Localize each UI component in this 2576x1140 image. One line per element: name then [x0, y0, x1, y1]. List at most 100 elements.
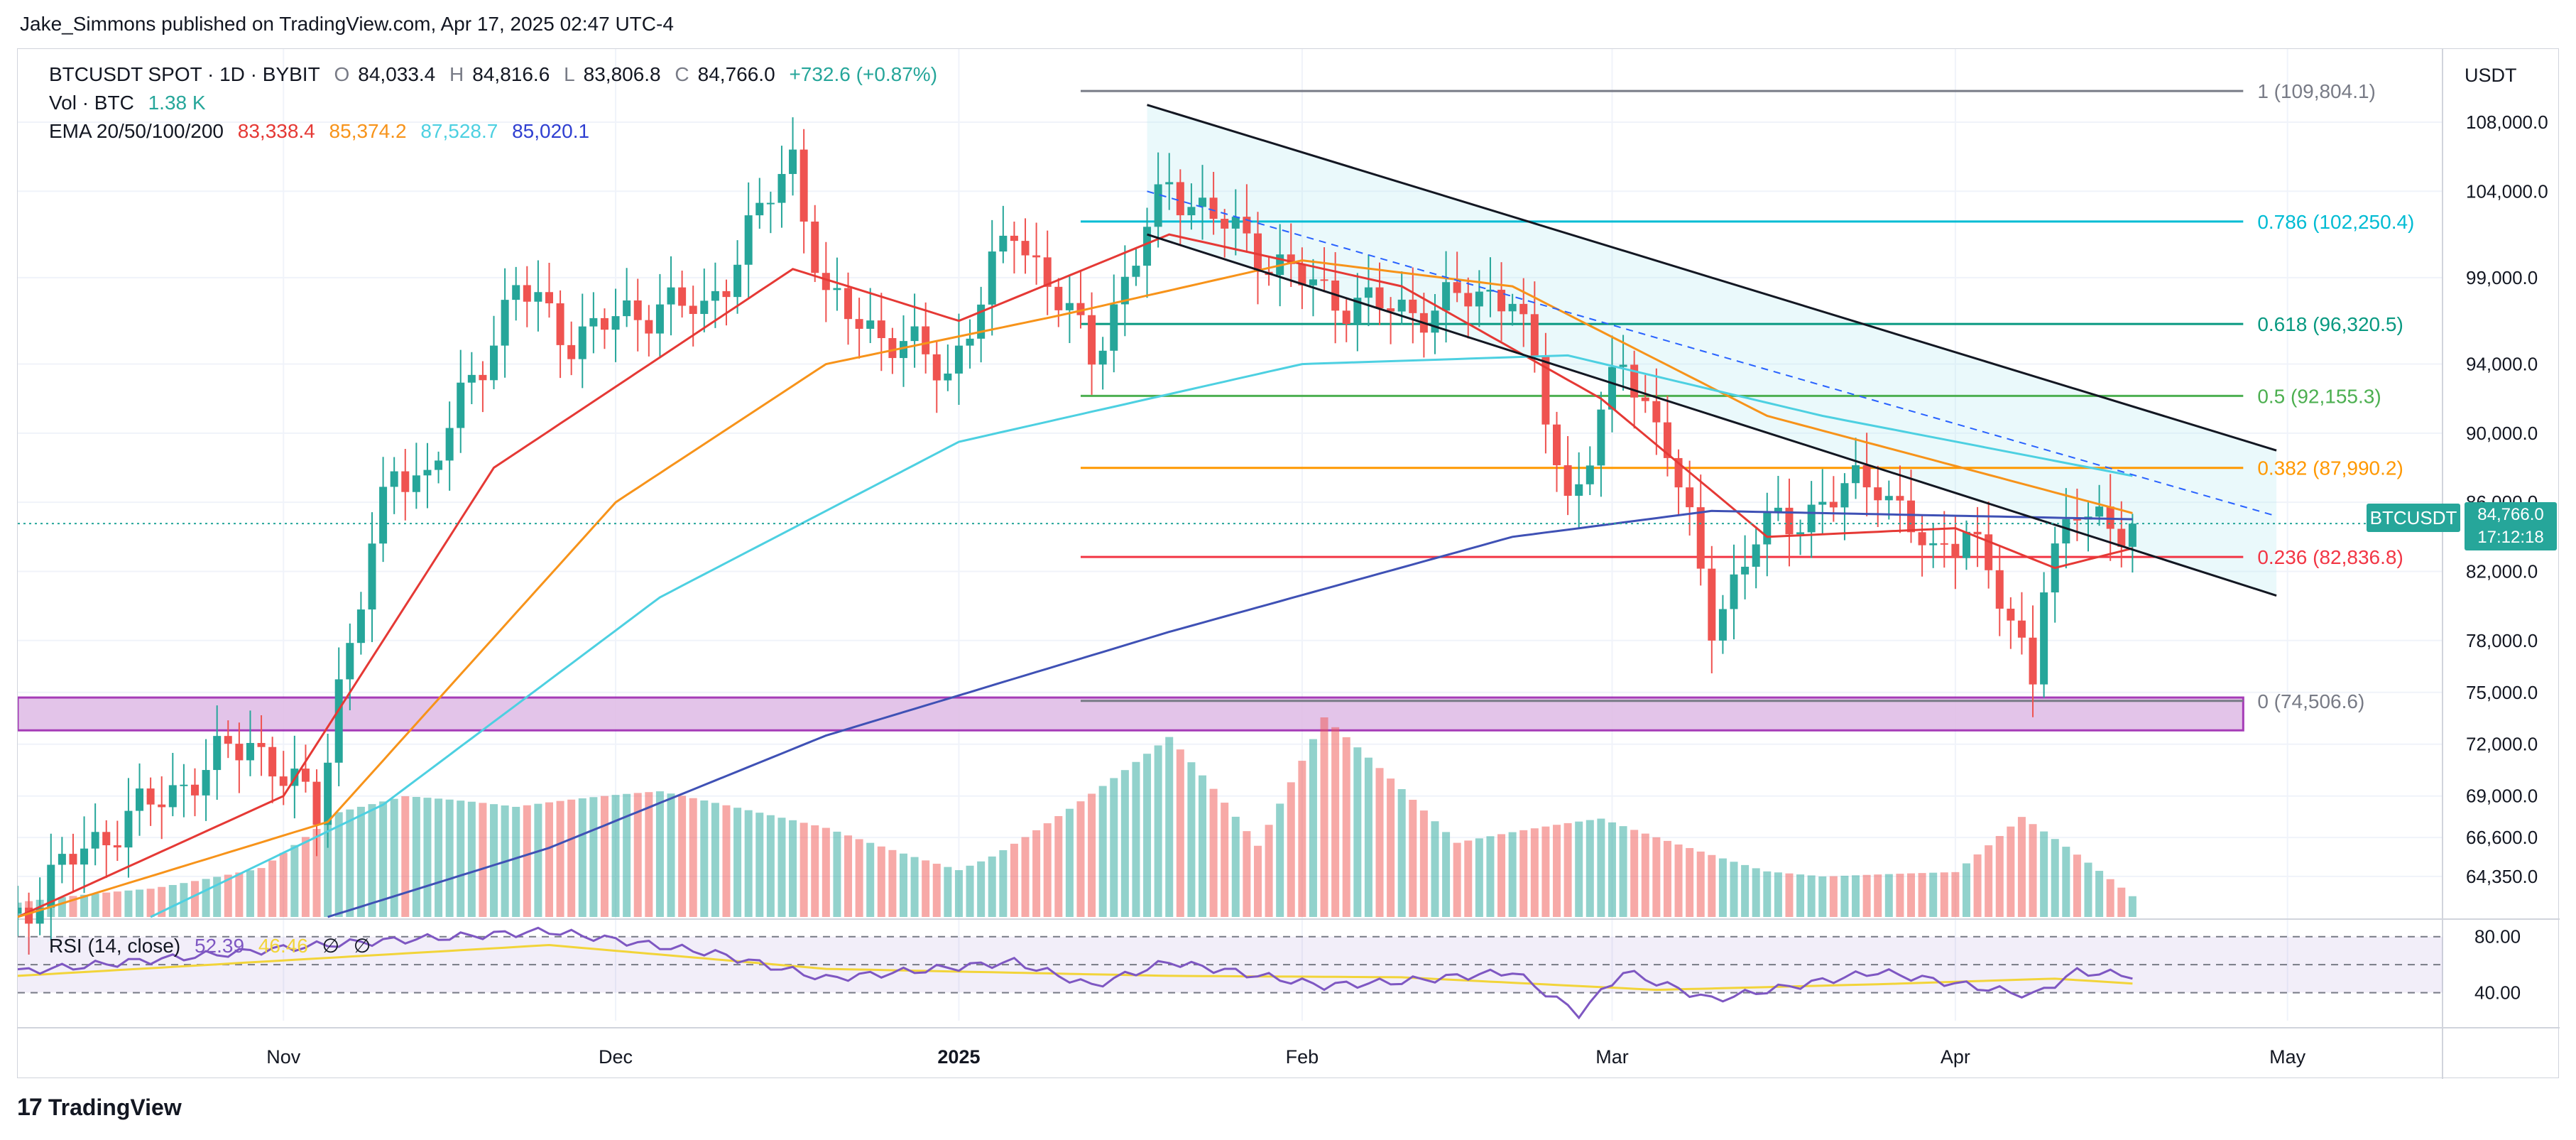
volume-bar: [1453, 842, 1461, 917]
candle-body: [944, 373, 952, 381]
legend-c-label: C: [675, 63, 689, 85]
candle-body: [1708, 568, 1716, 641]
rsi-tick-label: 40.00: [2474, 982, 2521, 1004]
candle-body: [2029, 637, 2037, 685]
channel-lower-line: [1147, 233, 2277, 597]
volume-bar: [356, 806, 365, 917]
candle-body: [1221, 219, 1229, 229]
volume-bar: [423, 798, 432, 917]
candle-body: [136, 788, 144, 811]
candle-body: [1918, 532, 1926, 545]
volume-bar: [1098, 786, 1107, 917]
candle-body: [1718, 609, 1727, 641]
volume-bar: [1874, 874, 1882, 917]
bar-countdown: 17:12:18: [2477, 528, 2544, 547]
volume-bar: [2007, 826, 2015, 917]
legend-vol-value: 1.38 K: [148, 92, 206, 114]
volume-bar: [1054, 815, 1063, 917]
volume-bar: [1774, 872, 1782, 917]
candle-body: [346, 643, 354, 680]
chart-svg[interactable]: 64,350.0 66,600.0 69,000.0 72,000.0 75,000.0…: [18, 49, 2560, 1079]
volume-bar: [1575, 821, 1583, 917]
candle-body: [999, 235, 1008, 252]
volume-bar: [1298, 761, 1306, 917]
candle-body: [645, 320, 653, 334]
axis-currency[interactable]: USDT: [2465, 65, 2517, 86]
volume-bar: [910, 857, 919, 917]
volume-bar: [1608, 822, 1616, 917]
tradingview-brand[interactable]: 17 TradingView: [17, 1094, 182, 1122]
volume-bar: [1519, 830, 1528, 917]
candle-body: [1575, 484, 1583, 496]
candle-body: [922, 326, 930, 354]
candle-body: [1043, 257, 1052, 287]
volume-bar: [91, 894, 99, 917]
volume-bar: [711, 803, 719, 917]
volume-bar: [1763, 871, 1772, 917]
legend-ema-label[interactable]: EMA 20/50/100/200: [49, 120, 224, 142]
candle-body: [777, 173, 786, 203]
volume-bar: [755, 813, 764, 917]
candle-body: [910, 326, 919, 342]
candle-body: [202, 770, 210, 796]
candle-body: [1464, 293, 1473, 307]
volume-bar: [1375, 768, 1384, 917]
volume-bar: [2029, 824, 2037, 917]
volume-bar: [457, 800, 465, 917]
volume-bar: [633, 793, 642, 917]
volume-bar: [324, 820, 332, 917]
volume-bar: [1852, 875, 1860, 917]
candle-body: [534, 292, 542, 302]
volume-bar: [545, 802, 553, 917]
candle-body: [1884, 496, 1893, 501]
candle-body: [1741, 566, 1750, 575]
volume-bar: [789, 820, 797, 917]
candle-body: [1309, 279, 1317, 286]
candle-body: [490, 345, 498, 381]
candle-body: [457, 382, 465, 428]
volume-bar: [2095, 871, 2104, 917]
candle-body: [190, 784, 199, 796]
legend-rsi-label[interactable]: RSI (14, close): [49, 935, 181, 957]
candle-body: [1785, 507, 1794, 535]
volume-bar: [1862, 874, 1871, 917]
volume-bar: [1995, 835, 2004, 917]
volume-bar: [346, 809, 354, 917]
candle-body: [1985, 534, 1993, 570]
volume-bar: [213, 876, 222, 917]
volume-bar: [1076, 801, 1085, 917]
candle-body: [1730, 574, 1738, 609]
volume-bar: [2073, 854, 2081, 917]
candle-body: [1852, 465, 1860, 484]
y-tick-label: 90,000.0: [2466, 423, 2538, 444]
channel-upper-line: [1147, 104, 2277, 452]
volume-bar: [1187, 762, 1196, 917]
volume-bar: [80, 894, 89, 917]
candle-body: [512, 285, 520, 300]
fib-level-label: 0.786 (102,250.4): [2257, 211, 2414, 233]
volume-bar: [1708, 854, 1716, 917]
chart-frame[interactable]: 64,350.0 66,600.0 69,000.0 72,000.0 75,000.0…: [17, 48, 2560, 1079]
legend-symbol[interactable]: BTCUSDT SPOT · 1D · BYBIT: [49, 63, 320, 85]
channel-fill: [1147, 104, 2277, 596]
volume-bar: [2017, 817, 2026, 917]
candle-body: [2128, 523, 2136, 547]
candle-body: [1475, 291, 1483, 307]
x-tick-label: Feb: [1286, 1046, 1319, 1068]
candle-body: [1021, 241, 1030, 256]
candle-body: [1929, 543, 1938, 545]
volume-bar: [379, 801, 388, 917]
candle-body: [556, 303, 564, 345]
candle-body: [1375, 287, 1384, 309]
legend-vol-label[interactable]: Vol · BTC: [49, 92, 134, 114]
volume-bar: [1475, 838, 1483, 917]
volume-bar: [855, 839, 863, 917]
candle-body: [58, 854, 66, 865]
candle-body: [47, 864, 55, 908]
volume-bar: [1221, 803, 1229, 917]
candle-body: [844, 288, 853, 320]
candle-body: [822, 273, 830, 291]
volume-bar: [1686, 847, 1694, 917]
last-price: 84,766.0: [2477, 505, 2544, 524]
x-tick-label: Nov: [266, 1046, 301, 1068]
